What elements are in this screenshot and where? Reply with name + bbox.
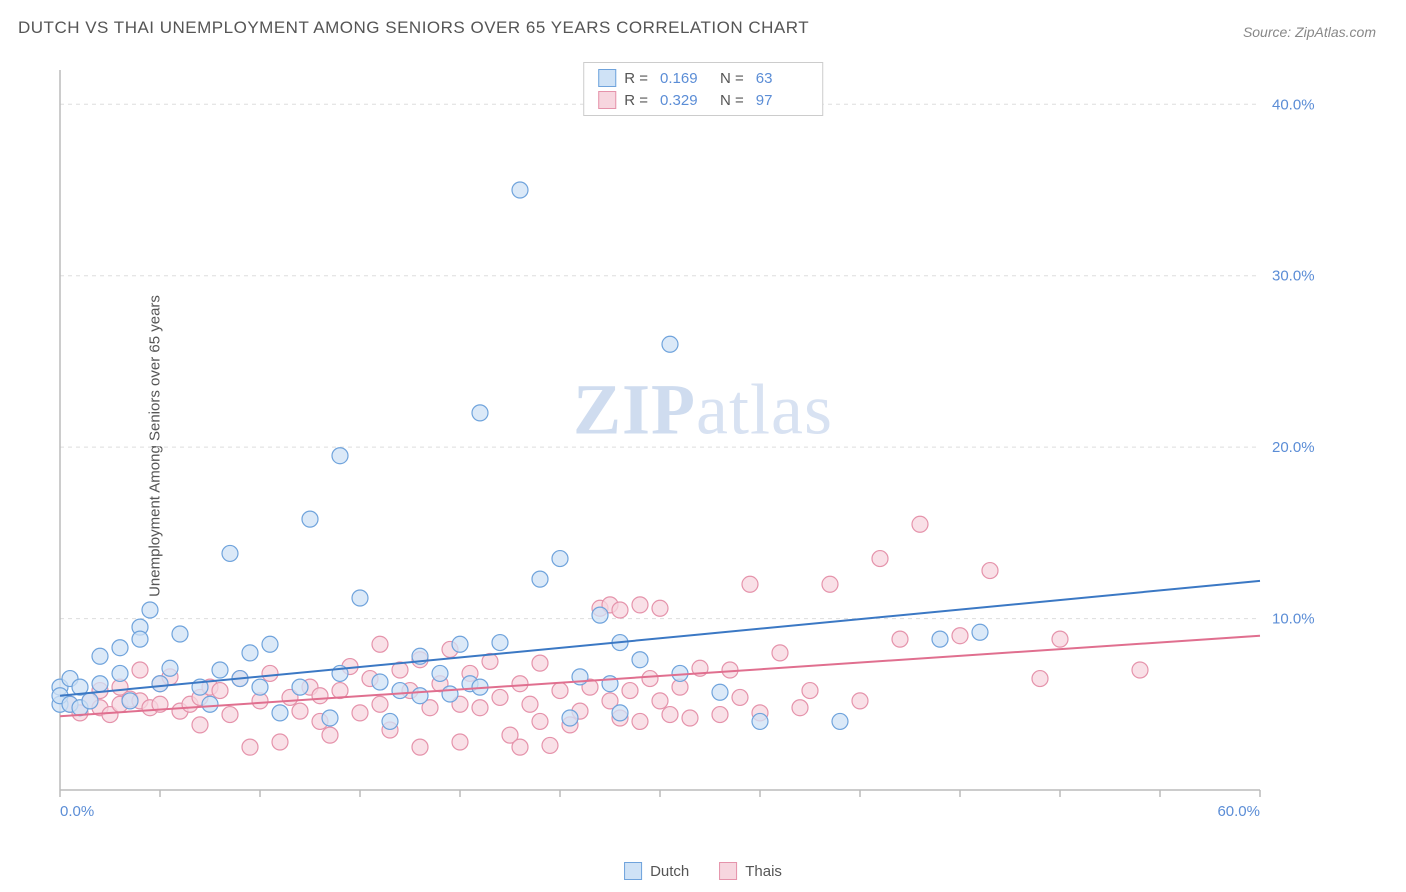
legend-swatch-thais-2: [719, 862, 737, 880]
svg-text:20.0%: 20.0%: [1272, 439, 1315, 456]
chart-svg: 10.0% 20.0% 30.0% 40.0% 0.0% 60.0%: [50, 60, 1340, 830]
legend-row-dutch: R = 0.169 N = 63: [584, 67, 822, 89]
svg-text:30.0%: 30.0%: [1272, 268, 1315, 285]
legend-swatch-thais: [598, 91, 616, 109]
legend-swatch-dutch-2: [624, 862, 642, 880]
source-attribution: Source: ZipAtlas.com: [1243, 24, 1376, 40]
svg-text:60.0%: 60.0%: [1217, 803, 1260, 820]
correlation-legend: R = 0.169 N = 63 R = 0.329 N = 97: [583, 62, 823, 116]
svg-text:0.0%: 0.0%: [60, 803, 94, 820]
svg-text:40.0%: 40.0%: [1272, 96, 1315, 113]
legend-item-thais: Thais: [719, 862, 782, 880]
chart-title: DUTCH VS THAI UNEMPLOYMENT AMONG SENIORS…: [18, 18, 809, 38]
svg-text:10.0%: 10.0%: [1272, 611, 1315, 628]
legend-row-thais: R = 0.329 N = 97: [584, 89, 822, 111]
legend-item-dutch: Dutch: [624, 862, 689, 880]
legend-swatch-dutch: [598, 69, 616, 87]
scatter-plot: 10.0% 20.0% 30.0% 40.0% 0.0% 60.0%: [50, 60, 1340, 830]
series-legend: Dutch Thais: [624, 862, 782, 880]
